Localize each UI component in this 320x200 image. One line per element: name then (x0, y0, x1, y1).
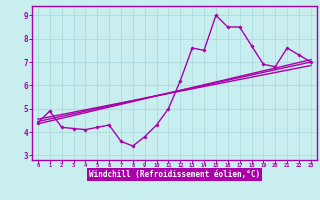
X-axis label: Windchill (Refroidissement éolien,°C): Windchill (Refroidissement éolien,°C) (89, 170, 260, 179)
